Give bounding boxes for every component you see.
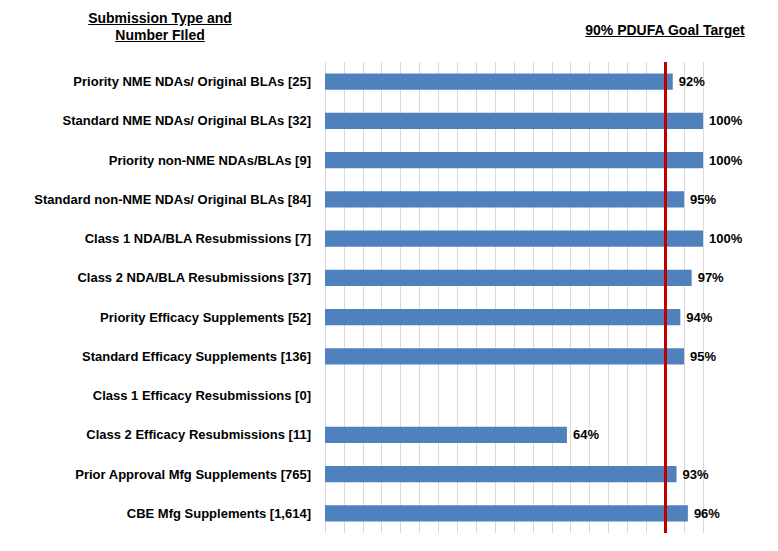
svg-text:Class 1 NDA/BLA Resubmissions: Class 1 NDA/BLA Resubmissions [7] xyxy=(85,231,311,246)
html-text:Submission Type and Number FIl: Submission Type and Number FIled xyxy=(88,10,232,43)
svg-text:Priority Efficacy Supplements: Priority Efficacy Supplements [52] xyxy=(100,310,311,325)
svg-text:Priority non-NME NDAs/BLAs [9]: Priority non-NME NDAs/BLAs [9] xyxy=(109,153,311,168)
svg-text:Prior Approval Mfg Supplements: Prior Approval Mfg Supplements [765] xyxy=(75,467,311,482)
svg-text:Standard NME NDAs/ Original BL: Standard NME NDAs/ Original BLAs [32] xyxy=(63,113,311,128)
svg-text:93%: 93% xyxy=(683,467,709,482)
svg-text:94%: 94% xyxy=(686,310,712,325)
svg-text:Standard Efficacy Supplements: Standard Efficacy Supplements [136] xyxy=(82,349,311,364)
html-text:90% PDUFA Goal Target: 90% PDUFA Goal Target xyxy=(585,22,745,38)
svg-text:Priority NME NDAs/ Original BL: Priority NME NDAs/ Original BLAs [25] xyxy=(73,74,311,89)
svg-text:92%: 92% xyxy=(679,74,705,89)
svg-text:Standard non-NME NDAs/ Origina: Standard non-NME NDAs/ Original BLAs [84… xyxy=(34,192,311,207)
svg-text:Class 2 NDA/BLA Resubmissions: Class 2 NDA/BLA Resubmissions [37] xyxy=(77,270,311,285)
svg-text:97%: 97% xyxy=(698,270,724,285)
svg-text:95%: 95% xyxy=(690,349,716,364)
svg-text:100%: 100% xyxy=(709,231,743,246)
svg-text:100%: 100% xyxy=(709,113,743,128)
svg-text:CBE Mfg Supplements [1,614]: CBE Mfg Supplements [1,614] xyxy=(127,506,311,521)
svg-text:64%: 64% xyxy=(573,427,599,442)
svg-text:Class 1 Efficacy Resubmissions: Class 1 Efficacy Resubmissions [0] xyxy=(93,388,311,403)
svg-text:96%: 96% xyxy=(694,506,720,521)
svg-text:Class 2 Efficacy Resubmissions: Class 2 Efficacy Resubmissions [11] xyxy=(86,427,311,442)
svg-text:100%: 100% xyxy=(709,153,743,168)
svg-text:95%: 95% xyxy=(690,192,716,207)
